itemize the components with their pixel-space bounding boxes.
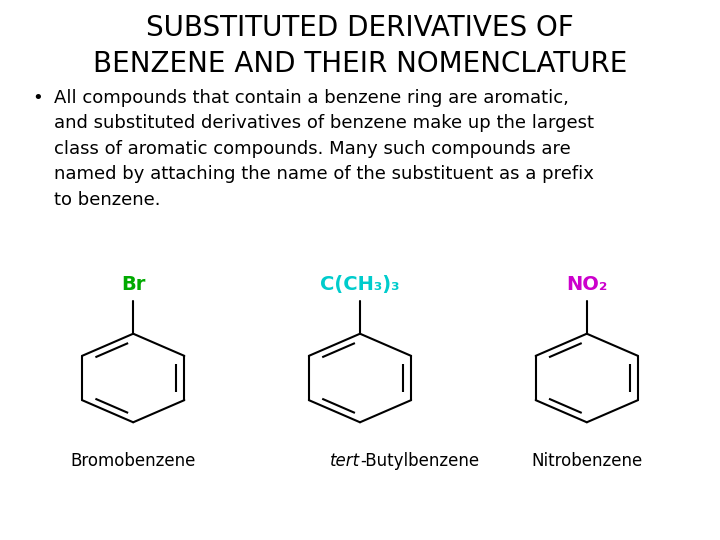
Text: to benzene.: to benzene. <box>54 191 161 208</box>
Text: All compounds that contain a benzene ring are aromatic,: All compounds that contain a benzene rin… <box>54 89 569 107</box>
Text: Bromobenzene: Bromobenzene <box>71 452 196 470</box>
Text: BENZENE AND THEIR NOMENCLATURE: BENZENE AND THEIR NOMENCLATURE <box>93 50 627 78</box>
Text: named by attaching the name of the substituent as a prefix: named by attaching the name of the subst… <box>54 165 594 183</box>
Text: NO₂: NO₂ <box>566 275 608 294</box>
Text: Nitrobenzene: Nitrobenzene <box>531 452 642 470</box>
Text: C(CH₃)₃: C(CH₃)₃ <box>320 275 400 294</box>
Text: -Butylbenzene: -Butylbenzene <box>360 452 479 470</box>
Text: class of aromatic compounds. Many such compounds are: class of aromatic compounds. Many such c… <box>54 140 571 158</box>
Text: tert: tert <box>330 452 360 470</box>
Text: Br: Br <box>121 275 145 294</box>
Text: •: • <box>32 89 43 107</box>
Text: SUBSTITUTED DERIVATIVES OF: SUBSTITUTED DERIVATIVES OF <box>146 14 574 42</box>
Text: and substituted derivatives of benzene make up the largest: and substituted derivatives of benzene m… <box>54 114 594 132</box>
